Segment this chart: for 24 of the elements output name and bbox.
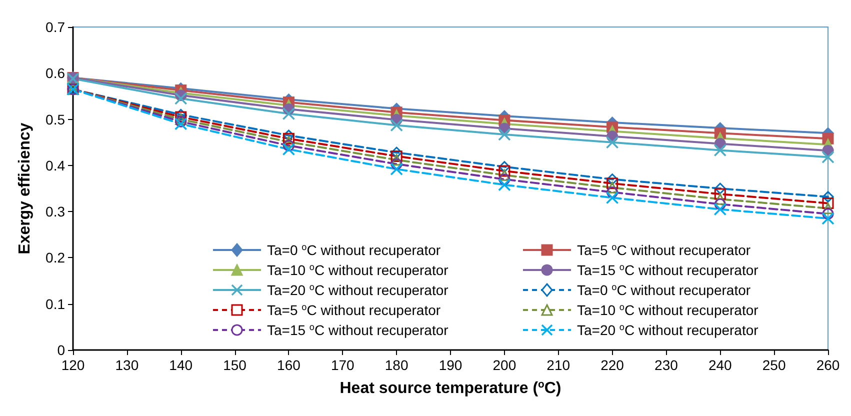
x-tick-label: 210 bbox=[546, 357, 570, 373]
x-tick-label: 230 bbox=[654, 357, 678, 373]
x-tick-label: 130 bbox=[115, 357, 139, 373]
x-tick-label: 190 bbox=[438, 357, 462, 373]
y-tick-label: 0.7 bbox=[46, 19, 66, 35]
x-tick-label: 180 bbox=[384, 357, 408, 373]
x-tick-label: 160 bbox=[277, 357, 301, 373]
x-tick-label: 220 bbox=[600, 357, 624, 373]
x-tick-label: 120 bbox=[61, 357, 85, 373]
y-tick-label: 0.4 bbox=[46, 157, 66, 174]
x-tick-label: 260 bbox=[816, 357, 840, 373]
y-axis-title: Exergy efficiency bbox=[16, 122, 34, 254]
x-tick-label: 170 bbox=[330, 357, 355, 373]
y-tick-label: 0.5 bbox=[46, 111, 66, 128]
x-tick-label: 240 bbox=[708, 357, 732, 373]
y-tick-label: 0.3 bbox=[46, 204, 66, 220]
y-tick-label: 0.6 bbox=[46, 65, 66, 82]
y-tick-label: 0.2 bbox=[46, 250, 66, 266]
x-tick-label: 150 bbox=[223, 357, 247, 373]
y-tick-label: 0 bbox=[57, 342, 66, 358]
y-tick-label: 0.1 bbox=[46, 296, 66, 312]
x-tick-label: 140 bbox=[169, 357, 193, 373]
x-tick-label: 200 bbox=[492, 357, 516, 373]
x-tick-label: 250 bbox=[762, 357, 786, 373]
